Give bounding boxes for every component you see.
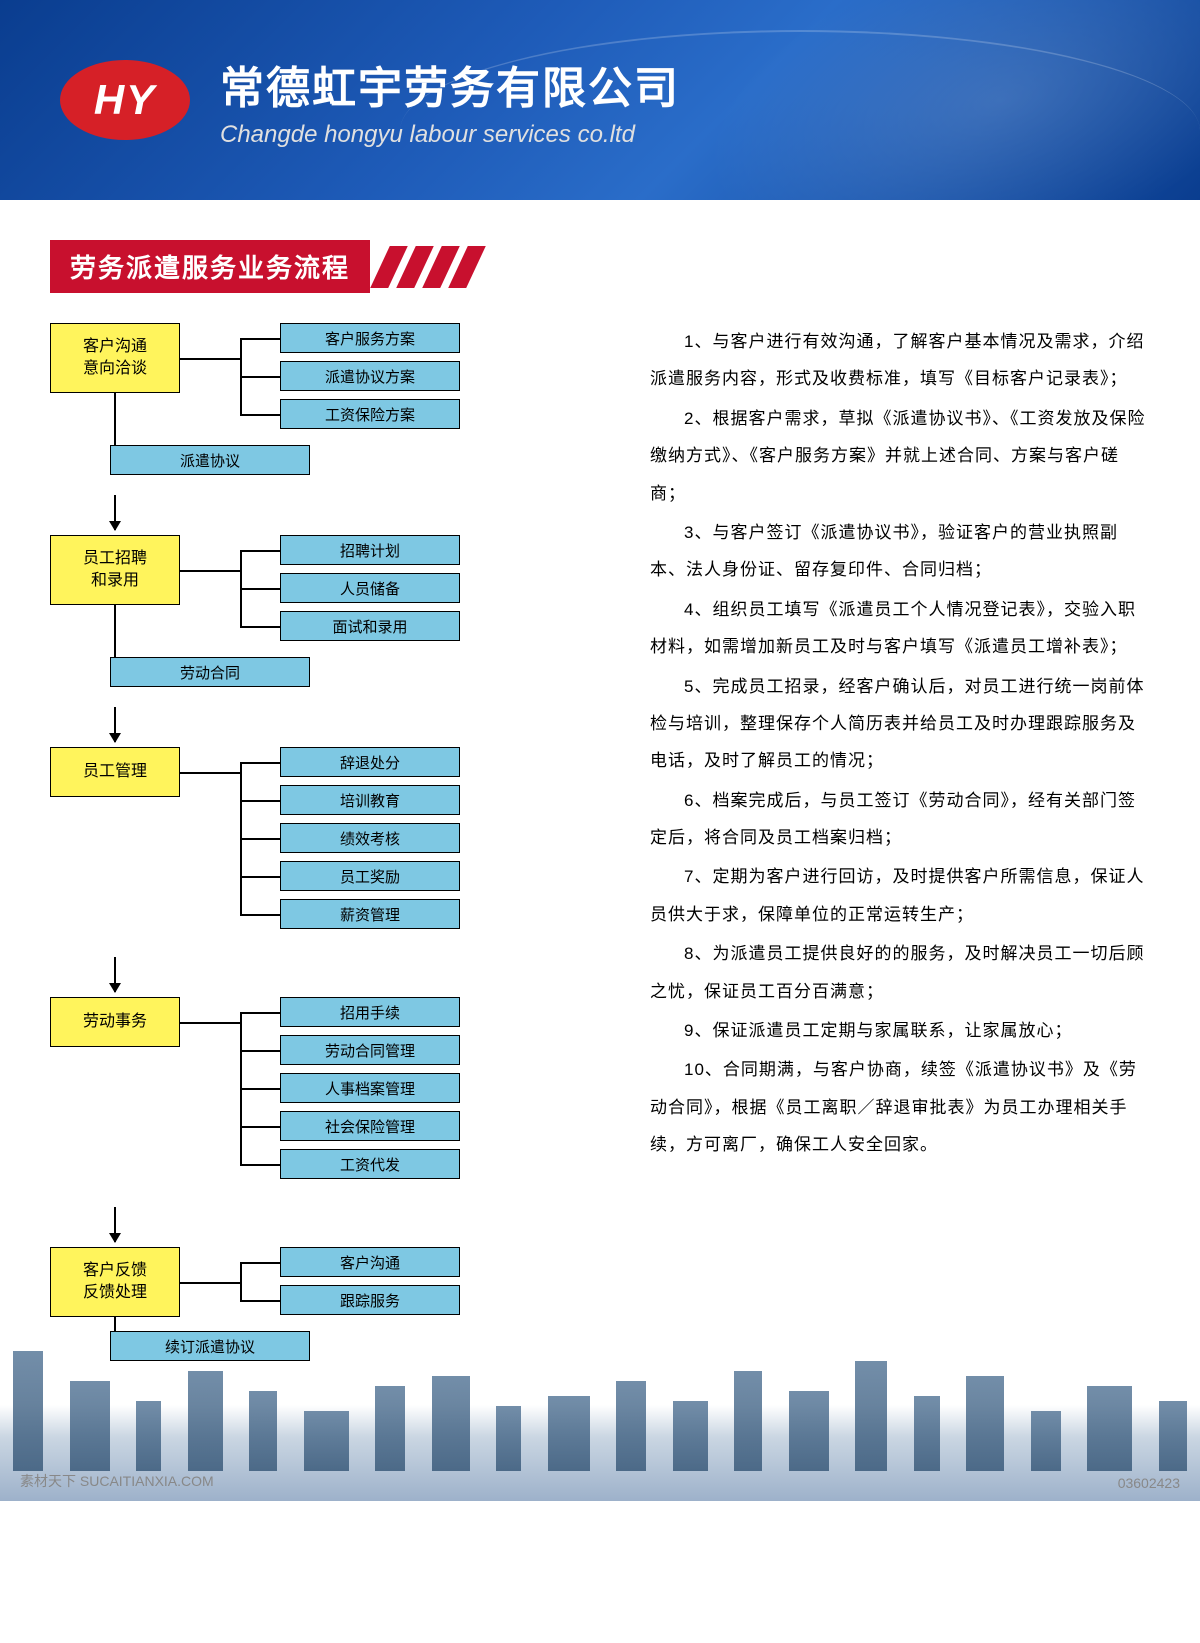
- stage-sub-box: 劳动合同管理: [280, 1035, 460, 1065]
- logo-text: HY: [94, 76, 156, 124]
- description-paragraph: 8、为派遣员工提供良好的的服务，及时解决员工一切后顾之忧，保证员工百分百满意；: [650, 935, 1150, 1010]
- content: 劳务派遣服务业务流程 客户沟通意向洽谈客户服务方案派遣协议方案工资保险方案派遣协…: [0, 200, 1200, 1381]
- stage-sub-box: 客户沟通: [280, 1247, 460, 1277]
- logo: HY: [60, 60, 190, 140]
- description-paragraph: 5、完成员工招录，经客户确认后，对员工进行统一岗前体检与培训，整理保存个人简历表…: [650, 668, 1150, 780]
- stage-sub-items: 招用手续劳动合同管理人事档案管理社会保险管理工资代发: [280, 997, 460, 1187]
- stage-sub-items: 客户服务方案派遣协议方案工资保险方案: [280, 323, 460, 437]
- flow-stage: 员工管理 辞退处分培训教育绩效考核员工奖励薪资管理: [50, 747, 610, 937]
- flow-stage: 员工招聘和录用 招聘计划人员储备面试和录用劳动合同: [50, 535, 610, 687]
- company-name-cn: 常德虹宇劳务有限公司: [220, 52, 680, 116]
- header: HY 常德虹宇劳务有限公司 Changde hongyu labour serv…: [0, 0, 1200, 200]
- stage-sub-items: 客户沟通跟踪服务: [280, 1247, 460, 1323]
- stage-sub-items: 招聘计划人员储备面试和录用: [280, 535, 460, 649]
- watermark: 素材天下 SUCAITIANXIA.COM: [20, 1471, 214, 1491]
- description-paragraph: 10、合同期满，与客户协商，续签《派遣协议书》及《劳动合同》，根据《员工离职／辞…: [650, 1051, 1150, 1163]
- stage-main-box: 员工招聘和录用: [50, 535, 180, 605]
- section-title: 劳务派遣服务业务流程: [50, 240, 370, 293]
- stage-main-box: 劳动事务: [50, 997, 180, 1047]
- image-id: 03602423: [1118, 1475, 1180, 1491]
- title-bar: 劳务派遣服务业务流程: [50, 240, 1150, 293]
- stage-main-box: 客户沟通意向洽谈: [50, 323, 180, 393]
- title-stripes-icon: [380, 246, 484, 288]
- description-paragraph: 9、保证派遣员工定期与家属联系，让家属放心；: [650, 1012, 1150, 1049]
- stage-sub-box: 客户服务方案: [280, 323, 460, 353]
- description-paragraph: 2、根据客户需求，草拟《派遣协议书》、《工资发放及保险缴纳方式》、《客户服务方案…: [650, 400, 1150, 512]
- description-paragraph: 3、与客户签订《派遣协议书》，验证客户的营业执照副本、法人身份证、留存复印件、合…: [650, 514, 1150, 589]
- stage-sub-box: 薪资管理: [280, 899, 460, 929]
- description-paragraph: 4、组织员工填写《派遣员工个人情况登记表》，交验入职材料，如需增加新员工及时与客…: [650, 591, 1150, 666]
- stage-sub-box: 人事档案管理: [280, 1073, 460, 1103]
- stage-sub-box: 派遣协议方案: [280, 361, 460, 391]
- description-text: 1、与客户进行有效沟通，了解客户基本情况及需求，介绍派遣服务内容，形式及收费标准…: [650, 323, 1150, 1381]
- stage-sub-box: 社会保险管理: [280, 1111, 460, 1141]
- stage-sub-box: 跟踪服务: [280, 1285, 460, 1315]
- stage-sub-box: 人员储备: [280, 573, 460, 603]
- stage-sub-box: 工资代发: [280, 1149, 460, 1179]
- stage-sub-box: 招用手续: [280, 997, 460, 1027]
- stage-sub-box: 员工奖励: [280, 861, 460, 891]
- flow-stage: 劳动事务 招用手续劳动合同管理人事档案管理社会保险管理工资代发: [50, 997, 610, 1187]
- flow-stage: 客户沟通意向洽谈 客户服务方案派遣协议方案工资保险方案派遣协议: [50, 323, 610, 475]
- company-name-en: Changde hongyu labour services co.ltd: [220, 121, 680, 149]
- stage-wide-box: 派遣协议: [110, 445, 310, 475]
- description-paragraph: 7、定期为客户进行回访，及时提供客户所需信息，保证人员供大于求，保障单位的正常运…: [650, 858, 1150, 933]
- description-paragraph: 6、档案完成后，与员工签订《劳动合同》，经有关部门签定后，将合同及员工档案归档；: [650, 782, 1150, 857]
- stage-wide-box: 劳动合同: [110, 657, 310, 687]
- stage-sub-box: 招聘计划: [280, 535, 460, 565]
- main-area: 客户沟通意向洽谈 客户服务方案派遣协议方案工资保险方案派遣协议员工招聘和录用 招聘计…: [50, 323, 1150, 1381]
- stage-sub-box: 面试和录用: [280, 611, 460, 641]
- stage-sub-box: 绩效考核: [280, 823, 460, 853]
- stage-sub-box: 培训教育: [280, 785, 460, 815]
- stage-wide-box: 续订派遣协议: [110, 1331, 310, 1361]
- stage-sub-items: 辞退处分培训教育绩效考核员工奖励薪资管理: [280, 747, 460, 937]
- company-name: 常德虹宇劳务有限公司 Changde hongyu labour service…: [220, 52, 680, 149]
- flowchart: 客户沟通意向洽谈 客户服务方案派遣协议方案工资保险方案派遣协议员工招聘和录用 招聘计…: [50, 323, 610, 1381]
- stage-sub-box: 辞退处分: [280, 747, 460, 777]
- description-paragraph: 1、与客户进行有效沟通，了解客户基本情况及需求，介绍派遣服务内容，形式及收费标准…: [650, 323, 1150, 398]
- stage-main-box: 员工管理: [50, 747, 180, 797]
- footer-skyline: 素材天下 SUCAITIANXIA.COM 03602423: [0, 1341, 1200, 1501]
- stage-main-box: 客户反馈反馈处理: [50, 1247, 180, 1317]
- stage-sub-box: 工资保险方案: [280, 399, 460, 429]
